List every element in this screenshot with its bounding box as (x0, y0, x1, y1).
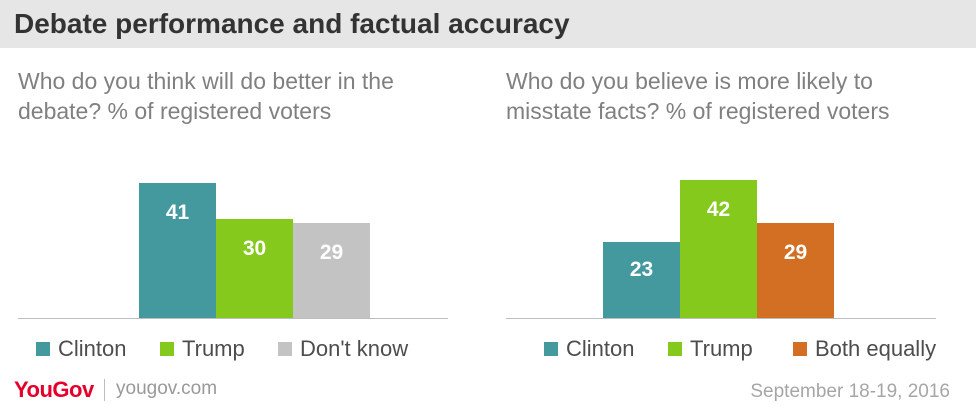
legend-label: Trump (690, 336, 753, 361)
bar-trump (216, 219, 293, 318)
legend-label: Both equally (815, 336, 937, 361)
right-chart-baseline (506, 318, 936, 319)
bar-value-label: 41 (165, 201, 190, 224)
legend-label: Clinton (566, 336, 635, 361)
legend-item: Clinton (36, 334, 126, 364)
legend-swatch (544, 342, 558, 356)
footer-date: September 18-19, 2016 (750, 381, 950, 402)
left-chart-baseline (18, 318, 448, 319)
legend-swatch (793, 342, 807, 356)
legend-label: Trump (182, 336, 245, 361)
bar-trump (680, 179, 757, 318)
chart-title: Debate performance and factual accuracy (14, 8, 570, 39)
footer-divider (104, 379, 105, 401)
bar-both-equally (757, 222, 834, 318)
legend-swatch (668, 342, 682, 356)
legend-item: Clinton (544, 334, 634, 364)
legend-item: Both equally (793, 334, 936, 364)
left-chart-subtitle: Who do you think will do better in the d… (18, 68, 394, 124)
bar-don-t-know (293, 222, 370, 318)
legend-item: Trump (668, 334, 753, 364)
legend-swatch (36, 342, 50, 356)
bar-clinton (603, 242, 680, 318)
legend-swatch (278, 342, 292, 356)
legend-swatch (160, 342, 174, 356)
footer-url[interactable]: yougov.com (116, 378, 218, 399)
bar-value-label: 30 (242, 237, 267, 261)
bar-value-label: 42 (706, 197, 731, 221)
legend-label: Don't know (300, 336, 409, 361)
title-bar: Debate performance and factual accuracy (0, 0, 976, 48)
legend-label: Clinton (58, 336, 127, 361)
bar-value-label: 23 (629, 258, 654, 281)
legend-item: Don't know (278, 334, 408, 364)
yougov-logo: YouGov (14, 377, 94, 402)
legend-item: Trump (160, 334, 245, 364)
bar-value-label: 29 (319, 240, 344, 264)
bar-clinton (139, 183, 216, 318)
bar-value-label: 29 (783, 240, 808, 264)
right-chart-subtitle: Who do you believe is more likely to mis… (506, 68, 890, 124)
